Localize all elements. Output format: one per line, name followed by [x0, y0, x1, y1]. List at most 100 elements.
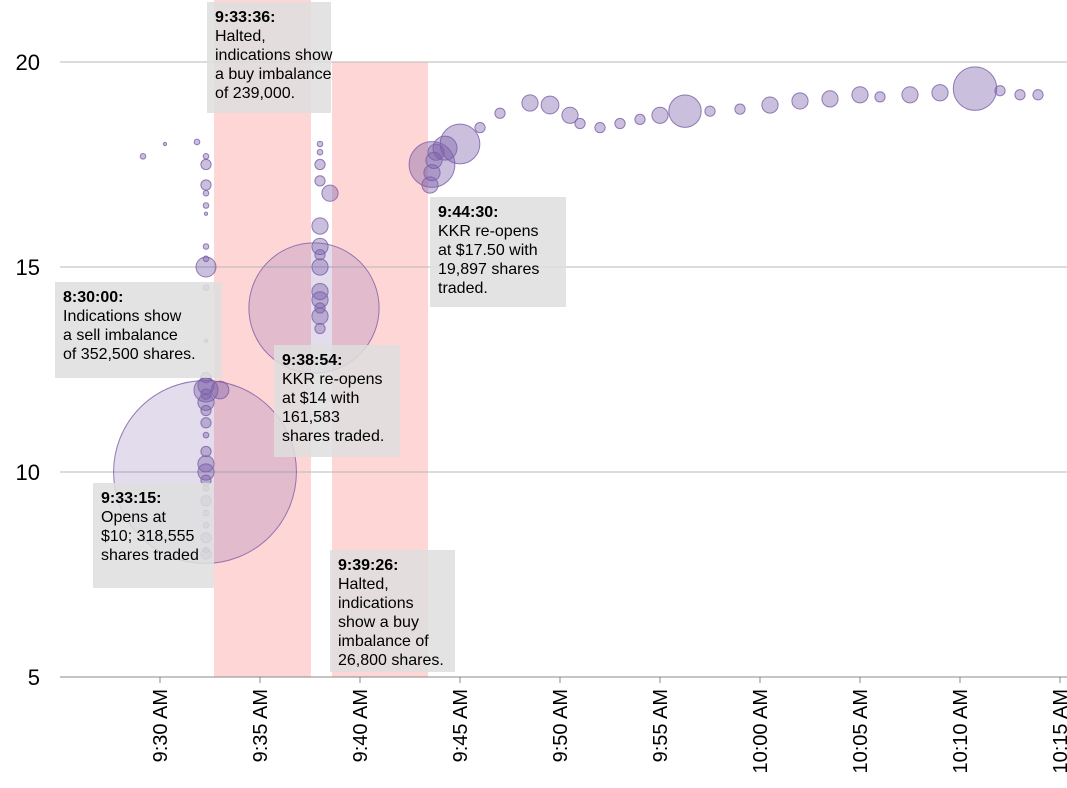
x-tick-label: 9:40 AM [350, 689, 372, 762]
bubble [734, 103, 746, 115]
bubble [316, 148, 324, 156]
x-tick-label: 9:55 AM [650, 689, 672, 762]
x-tick-label: 10:15 AM [1050, 689, 1067, 774]
bubble [203, 211, 209, 216]
annotation-text: a sell imbalance [63, 327, 178, 344]
bubble [851, 86, 869, 104]
bubble [594, 121, 606, 134]
annotation-box [93, 483, 214, 588]
bubble [195, 256, 217, 278]
bubble [314, 249, 326, 261]
annotation-text: show a buy [338, 614, 419, 631]
bubble [314, 175, 326, 187]
bubble [200, 445, 212, 458]
x-tick-label: 9:35 AM [250, 689, 272, 762]
bubble [474, 121, 486, 134]
bubble [200, 404, 212, 417]
annotation-text: 26,800 shares. [338, 652, 444, 669]
bubble [193, 138, 201, 146]
bubble [494, 107, 506, 119]
annotation-box [207, 2, 331, 113]
annotation-text: $10; 318,555 [101, 528, 195, 545]
bubble [200, 417, 212, 429]
bubble [634, 113, 646, 126]
bubble [200, 179, 212, 191]
bubble [202, 202, 210, 209]
annotation-box [55, 282, 222, 378]
bubble [427, 143, 445, 161]
bubble [761, 96, 779, 114]
bubble [614, 117, 626, 130]
annotation-text: 9:39:26: [338, 557, 398, 574]
bubble [197, 393, 215, 411]
annotation-text: Halted, [215, 28, 266, 45]
x-tick-label: 10:00 AM [750, 689, 772, 774]
annotation-text: 9:38:54: [282, 352, 342, 369]
bubble [540, 95, 560, 115]
annotation-text: Opens at [101, 509, 166, 526]
y-tick-label: 5 [28, 665, 40, 690]
bubble [439, 123, 481, 165]
bubble [791, 92, 809, 110]
annotation-text: at $14 with [282, 390, 359, 407]
annotation-text: 9:33:15: [101, 490, 161, 507]
annotation-box [274, 345, 400, 457]
bubble [432, 135, 458, 161]
bubble [994, 85, 1006, 97]
bubble [314, 322, 326, 335]
annotation-text: indications [338, 595, 414, 612]
annotation-text: shares traded [101, 547, 199, 564]
bubble [931, 84, 949, 102]
bubble [314, 158, 326, 171]
bubble [521, 94, 539, 112]
bubble [311, 307, 329, 325]
bubble [574, 117, 586, 130]
y-tick-label: 15 [16, 255, 40, 280]
annotation-text: Indications show [63, 308, 182, 325]
bubble [651, 106, 669, 124]
annotation-text: of 352,500 shares. [63, 346, 196, 363]
bubble [202, 189, 210, 197]
bubble [874, 91, 886, 103]
bubble [202, 431, 210, 439]
bubble [162, 141, 168, 147]
bubble [1014, 89, 1026, 101]
annotation-text: KKR re-opens [282, 371, 383, 388]
bubble [202, 243, 210, 250]
annotation-text: KKR re-opens [438, 223, 539, 240]
annotation-text: 8:30:00: [63, 289, 123, 306]
x-tick-label: 9:45 AM [450, 689, 472, 762]
annotation-text: Halted, [338, 576, 389, 593]
x-tick-label: 9:50 AM [550, 689, 572, 762]
bubble [704, 105, 716, 117]
annotation-text: shares traded. [282, 428, 384, 445]
x-tick-label: 9:30 AM [150, 689, 172, 762]
bubble [952, 66, 998, 111]
bubble [210, 380, 230, 400]
bubble [901, 86, 919, 104]
annotation-text: at $17.50 with [438, 242, 538, 259]
bubble [200, 158, 212, 171]
annotation-box [430, 197, 566, 307]
annotation-text: indications show [215, 47, 333, 64]
annotation-text: 19,897 shares [438, 261, 539, 278]
bubble [321, 184, 339, 202]
bubble [316, 140, 324, 148]
x-tick-label: 10:10 AM [950, 689, 972, 774]
x-tick-label: 10:05 AM [850, 689, 872, 774]
annotation-text: imbalance of [338, 633, 429, 650]
bubble [311, 217, 329, 235]
y-tick-label: 10 [16, 460, 40, 485]
y-tick-label: 20 [16, 50, 40, 75]
bubble [139, 152, 147, 160]
annotation-text: of 239,000. [215, 85, 295, 102]
annotation-box [330, 550, 455, 672]
annotation-text: a buy imbalance [215, 66, 332, 83]
bubble [821, 90, 839, 108]
annotation-text: 9:44:30: [438, 204, 498, 221]
bubble [668, 94, 702, 128]
annotation-text: 161,583 [282, 409, 340, 426]
bubble [311, 258, 329, 276]
bubble [408, 141, 456, 188]
